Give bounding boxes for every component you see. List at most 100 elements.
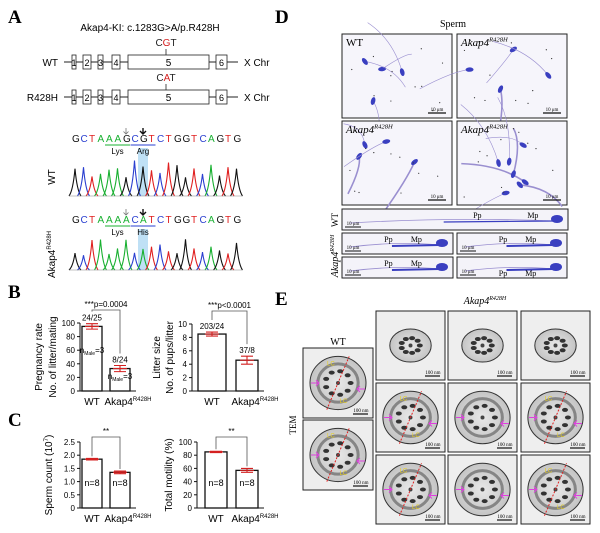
sperm-image: Akap4R428H 10 μm [341, 120, 453, 214]
bar-data-label: 203/24 [200, 322, 225, 331]
microtubule-doublet [562, 479, 569, 484]
microtubule-doublet [481, 336, 488, 341]
arrow-icon [311, 379, 320, 387]
debris-dot [418, 172, 420, 174]
y-tick-label: 0.5 [64, 491, 76, 500]
sperm-head [519, 142, 527, 148]
sperm-midpiece [391, 244, 440, 247]
dashed-axis-line [543, 391, 568, 444]
arrow-icon [573, 492, 582, 499]
y-axis-label: No. of litter/mating [48, 316, 59, 397]
microtubule-doublet [395, 419, 402, 424]
significance-label: ** [103, 427, 109, 436]
arrow-icon [428, 420, 437, 427]
debris-dot [551, 57, 553, 60]
trace-label: Akap4R428H [47, 231, 58, 278]
debris-dot [373, 95, 375, 97]
midpiece-label: Mp [525, 269, 536, 278]
sperm-head [510, 170, 516, 178]
sperm-head [465, 67, 474, 72]
microtubule-doublet [395, 483, 402, 488]
exon-box [215, 54, 228, 70]
trace-peak [204, 246, 218, 271]
central-pair [408, 343, 413, 348]
x-category-label-main: WT [208, 514, 224, 525]
bar-chart-4: 0 20 40 60 80 100 Total motility (%) n=8 WT n=8 Ak… [164, 427, 279, 525]
microtubule-doublet [491, 487, 498, 492]
sperm-head [436, 263, 448, 271]
significance-bracket [91, 436, 121, 470]
trace-peak [119, 239, 133, 271]
debris-dot [400, 192, 402, 194]
tem-image: 100 nm [375, 310, 446, 381]
y-tick-label: 0 [71, 387, 76, 396]
panel-d-title: Sperm [440, 19, 466, 30]
arrow-down-icon [139, 128, 147, 135]
x-category-label-main: Akap4 [231, 397, 260, 408]
microtubule-doublet [489, 423, 496, 428]
sperm-head [361, 57, 368, 65]
sperm-head [550, 263, 562, 271]
sperm-image-label: WT [346, 37, 363, 49]
central-pair [480, 343, 485, 348]
trace-peak [145, 170, 158, 197]
sequence-base: T [166, 215, 172, 226]
error-bar [209, 450, 223, 454]
arrow-icon [456, 486, 465, 493]
microtubule-doublet [540, 491, 547, 496]
micrograph-frame [341, 120, 453, 206]
trace-label-main: WT [47, 169, 58, 185]
debris-dot [535, 148, 537, 150]
longitudinal-column-label: LC [340, 471, 348, 477]
arrow-icon [428, 492, 437, 499]
n-subscript: Male [112, 377, 123, 383]
trace-peak [162, 251, 175, 271]
exon-number: 6 [219, 58, 224, 68]
tem-image: 100 nm [447, 310, 518, 381]
microtubule-doublet [540, 483, 547, 488]
y-tick-label: 2.0 [64, 451, 76, 460]
arrow-icon [529, 486, 538, 493]
sperm-head [550, 239, 562, 247]
exon-number: 4 [113, 58, 118, 68]
trace-peak [94, 173, 107, 197]
error-bar [240, 467, 254, 473]
sperm-midpiece [391, 268, 440, 271]
y-axis-label-sup: 7 [44, 437, 50, 441]
microtubule-doublet [554, 427, 561, 432]
sequence-base: T [89, 215, 95, 226]
exon-box [127, 54, 210, 70]
exon-box [82, 54, 92, 70]
x-category-label-sup: R428H [133, 514, 152, 520]
significance-bracket [215, 436, 248, 467]
y-tick-label: 40 [183, 478, 192, 487]
microtubule-doublet [409, 427, 416, 432]
microtubule-doublet [547, 349, 554, 354]
sperm-tail [519, 183, 563, 207]
debris-dot [412, 162, 414, 164]
scale-bar-label: 10 μm [546, 108, 559, 113]
bar [81, 325, 103, 392]
sperm-head [399, 68, 405, 77]
microtubule-doublet [546, 497, 553, 502]
microtubule-doublet [414, 338, 421, 343]
exon-box [111, 89, 121, 105]
trace-peak [128, 160, 141, 197]
trace-peak [68, 168, 82, 197]
y-tick-label: 20 [183, 491, 192, 500]
microtubule-doublet [486, 338, 493, 343]
microtubule-doublet [409, 350, 416, 355]
amino-acid-label: Arg [137, 147, 149, 156]
midpiece-label: Mp [411, 259, 422, 268]
amino-acid-label: Lys [111, 228, 123, 237]
codon: CAT [156, 73, 175, 84]
sperm-head [545, 71, 552, 79]
amino-acid-label: His [137, 228, 149, 237]
microtubule-doublet [414, 348, 421, 353]
debris-dot [463, 49, 466, 52]
longitudinal-column-label: LC [545, 396, 553, 402]
arrow-icon [384, 414, 393, 421]
sperm-image-label-sup: R428H [373, 124, 394, 131]
